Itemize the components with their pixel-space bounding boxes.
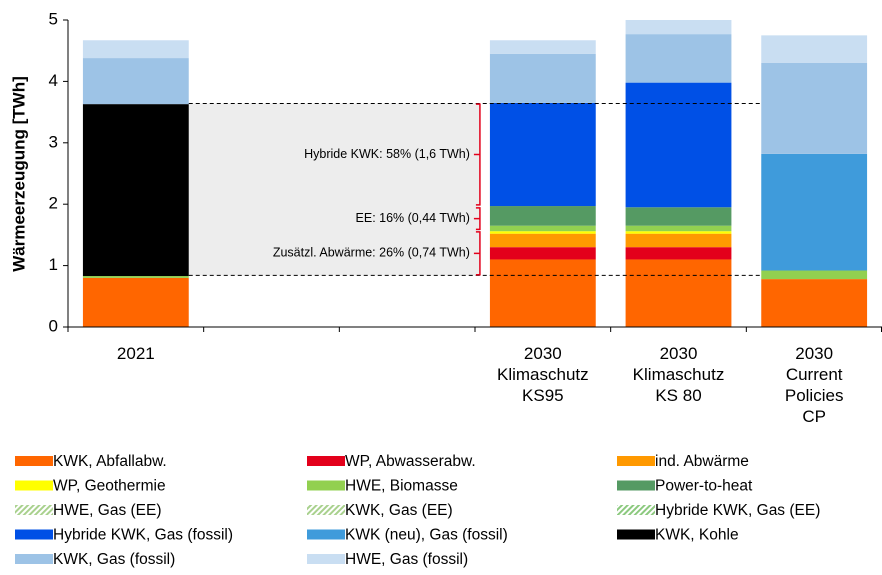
legend-swatch bbox=[307, 554, 345, 564]
bar-segment bbox=[489, 233, 596, 248]
legend-swatch bbox=[15, 505, 53, 515]
bar-segment bbox=[625, 207, 732, 226]
legend-swatch bbox=[15, 554, 53, 564]
bar-segment bbox=[82, 40, 189, 59]
x-tick-label-line: Klimaschutz bbox=[633, 365, 725, 384]
bar-segment bbox=[625, 233, 732, 248]
legend-label: KWK (neu), Gas (fossil) bbox=[345, 527, 508, 544]
bar-segment bbox=[82, 276, 189, 278]
legend-label: Hybride KWK, Gas (fossil) bbox=[53, 527, 233, 544]
bar-segment bbox=[625, 20, 732, 35]
bar-segment bbox=[625, 231, 732, 234]
legend-label: KWK, Kohle bbox=[655, 527, 739, 544]
legend-label: KWK, Abfallabw. bbox=[53, 453, 167, 470]
bar-segment bbox=[761, 62, 868, 154]
y-tick-label: 4 bbox=[49, 71, 58, 90]
x-tick-label-line: KS 80 bbox=[655, 386, 701, 405]
bar-segment bbox=[489, 206, 596, 226]
x-tick-label-line: Current bbox=[786, 365, 843, 384]
y-tick-label: 2 bbox=[49, 194, 58, 213]
x-tick-label-line: 2030 bbox=[524, 344, 562, 363]
bar-segment bbox=[489, 247, 596, 260]
legend-swatch bbox=[617, 456, 655, 466]
x-tick-label: 2030 Klimaschutz KS 80 bbox=[633, 344, 725, 405]
bar-segment bbox=[82, 58, 189, 105]
legend-label: KWK, Gas (EE) bbox=[345, 502, 453, 519]
legend-swatch bbox=[307, 505, 345, 515]
legend-label: KWK, Gas (fossil) bbox=[53, 551, 175, 568]
legend-swatch bbox=[15, 456, 53, 466]
bracket bbox=[473, 103, 481, 206]
x-tick-label: 2030 Current Policies CP bbox=[785, 344, 844, 426]
x-tick-label-line: 2030 bbox=[795, 344, 833, 363]
bar-segment bbox=[761, 153, 868, 271]
x-tick-label-line: KS95 bbox=[522, 386, 564, 405]
y-tick-label: 0 bbox=[49, 316, 58, 335]
y-tick-label: 3 bbox=[49, 132, 58, 151]
legend-swatch bbox=[15, 529, 53, 540]
bar-segment bbox=[489, 53, 596, 103]
bar-segment bbox=[489, 40, 596, 54]
bar-segment bbox=[489, 231, 596, 234]
legend-label: HWE, Gas (fossil) bbox=[345, 551, 468, 568]
legend-swatch bbox=[617, 480, 655, 491]
x-tick-label: 2021 bbox=[117, 344, 155, 363]
legend-label: WP, Abwasserabw. bbox=[345, 453, 476, 470]
bar-segment bbox=[625, 225, 732, 232]
bar-segment bbox=[82, 277, 189, 327]
bracket bbox=[473, 231, 481, 276]
y-tick-label: 5 bbox=[49, 9, 58, 28]
bar-segment bbox=[625, 34, 732, 83]
x-tick-label-line: 2021 bbox=[117, 344, 155, 363]
x-tick-label-line: 2030 bbox=[660, 344, 698, 363]
bar-segment bbox=[761, 35, 868, 63]
legend-swatch bbox=[307, 529, 345, 540]
x-tick-label: 2030 Klimaschutz KS95 bbox=[497, 344, 589, 405]
legend-swatch bbox=[617, 529, 655, 540]
annotation: Zusätzl. Abwärme: 26% (0,74 TWh) bbox=[273, 246, 470, 260]
y-axis-label: Wärmeerzeugung [TWh] bbox=[9, 76, 28, 272]
bar-segment bbox=[489, 225, 596, 232]
legend-swatch bbox=[15, 480, 53, 491]
x-tick-label-line: CP bbox=[802, 407, 826, 426]
x-tick-label-line: Klimaschutz bbox=[497, 365, 589, 384]
legend-label: Power-to-heat bbox=[655, 478, 753, 495]
bracket bbox=[473, 207, 481, 231]
legend-label: HWE, Biomasse bbox=[345, 478, 458, 495]
bar-segment bbox=[489, 259, 596, 327]
legend-label: WP, Geothermie bbox=[53, 478, 166, 495]
bar-segment bbox=[82, 104, 189, 277]
y-tick-label: 1 bbox=[49, 255, 58, 274]
annotation: Hybride KWK: 58% (1,6 TWh) bbox=[304, 147, 470, 161]
bar-segment bbox=[761, 279, 868, 327]
legend-swatch bbox=[307, 480, 345, 491]
legend-label: ind. Abwärme bbox=[655, 453, 749, 470]
legend-label: Hybride KWK, Gas (EE) bbox=[655, 502, 820, 519]
bar-segment bbox=[625, 259, 732, 327]
x-tick-label-line: Policies bbox=[785, 386, 844, 405]
legend-label: HWE, Gas (EE) bbox=[53, 502, 162, 519]
bar-segment bbox=[761, 270, 868, 280]
annotation: EE: 16% (0,44 TWh) bbox=[356, 211, 470, 225]
bar-segment bbox=[489, 102, 596, 207]
legend-swatch bbox=[307, 456, 345, 466]
legend-swatch bbox=[617, 505, 655, 515]
highlight-band bbox=[188, 103, 480, 276]
bar-segment bbox=[625, 247, 732, 260]
bar-segment bbox=[625, 82, 732, 208]
